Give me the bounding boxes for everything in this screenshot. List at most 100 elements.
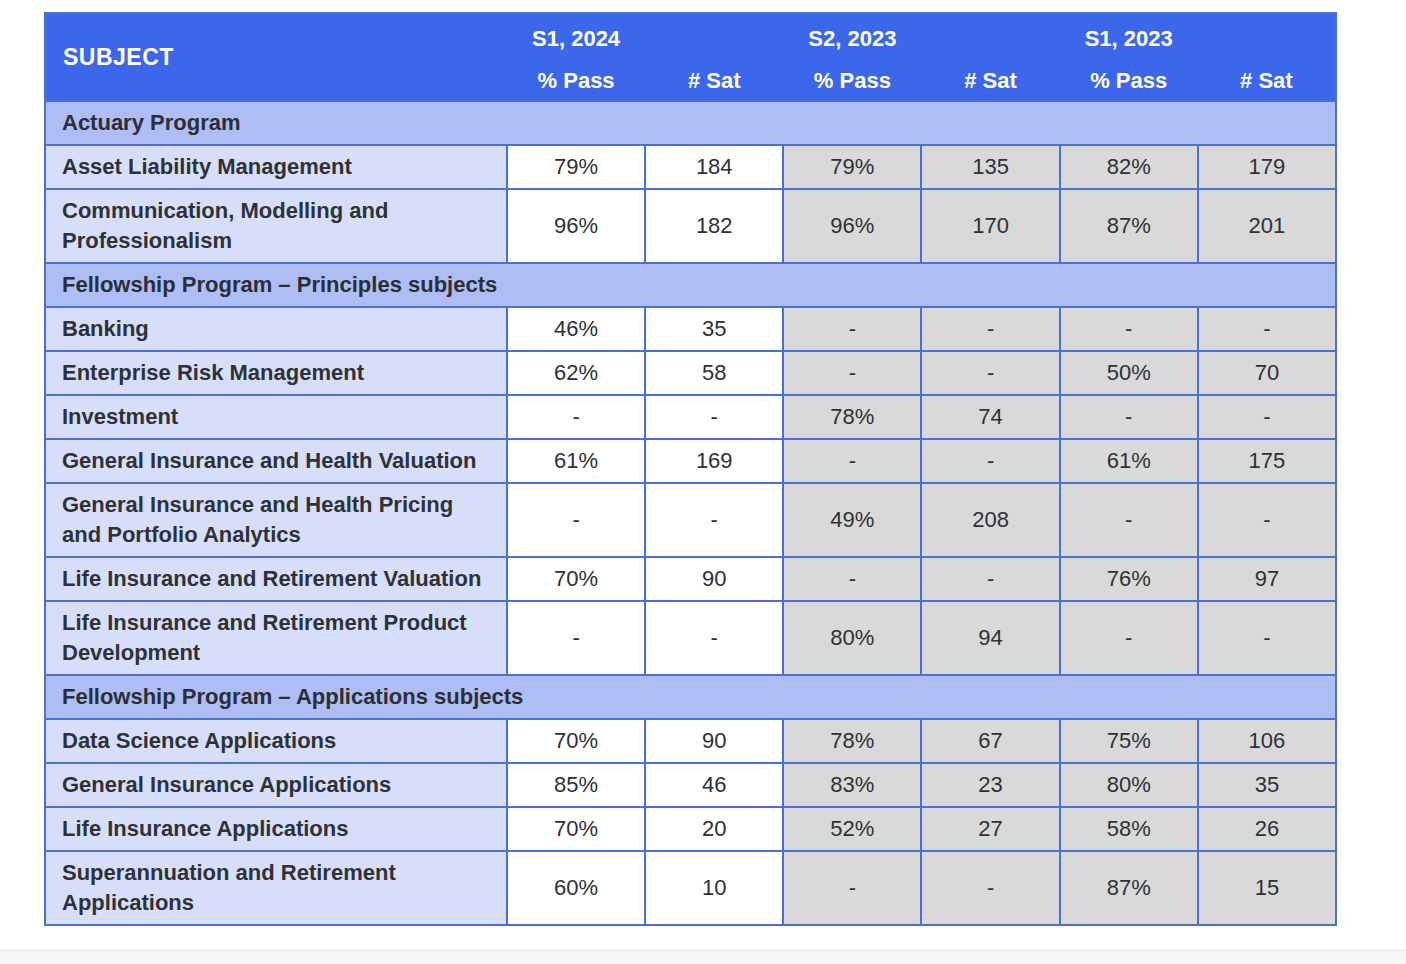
value-cell: 97 — [1198, 557, 1336, 601]
value-cell: 46 — [645, 763, 783, 807]
value-cell: 49% — [783, 483, 921, 557]
period-label-spacer — [1198, 24, 1335, 54]
subject-cell: Investment — [45, 395, 507, 439]
sub-label-pass: % Pass — [507, 66, 645, 96]
value-cell: - — [507, 483, 645, 557]
table-row: General Insurance and Health Valuation61… — [45, 439, 1336, 483]
value-cell: 52% — [783, 807, 921, 851]
column-header-s2-2023-pass: S2, 2023 % Pass — [783, 13, 921, 101]
value-cell: 50% — [1060, 351, 1198, 395]
period-label-s2-2023: S2, 2023 — [783, 24, 921, 54]
value-cell: 60% — [507, 851, 645, 925]
value-cell: - — [783, 351, 921, 395]
value-cell: 62% — [507, 351, 645, 395]
value-cell: 201 — [1198, 189, 1336, 263]
table-row: Data Science Applications70%9078%6775%10… — [45, 719, 1336, 763]
value-cell: 175 — [1198, 439, 1336, 483]
subject-cell: Communication, Modelling and Professiona… — [45, 189, 507, 263]
value-cell: 90 — [645, 719, 783, 763]
value-cell: 208 — [921, 483, 1059, 557]
value-cell: 184 — [645, 145, 783, 189]
table-row: Investment--78%74-- — [45, 395, 1336, 439]
value-cell: 80% — [783, 601, 921, 675]
value-cell: 78% — [783, 395, 921, 439]
column-header-s1-2024-sat: # Sat — [645, 13, 783, 101]
subject-cell: Life Insurance Applications — [45, 807, 507, 851]
value-cell: 82% — [1060, 145, 1198, 189]
value-cell: - — [783, 557, 921, 601]
table-row: Life Insurance and Retirement Product De… — [45, 601, 1336, 675]
value-cell: 85% — [507, 763, 645, 807]
value-cell: - — [1060, 307, 1198, 351]
value-cell: 182 — [645, 189, 783, 263]
value-cell: 26 — [1198, 807, 1336, 851]
value-cell: - — [645, 395, 783, 439]
value-cell: - — [1060, 395, 1198, 439]
section-title: Fellowship Program – Principles subjects — [45, 263, 1336, 307]
sub-label-pass: % Pass — [783, 66, 921, 96]
value-cell: 90 — [645, 557, 783, 601]
subject-cell: Asset Liability Management — [45, 145, 507, 189]
value-cell: 70 — [1198, 351, 1336, 395]
page: SUBJECT S1, 2024 % Pass # Sat S2, 2023 %… — [0, 0, 1406, 964]
value-cell: 78% — [783, 719, 921, 763]
value-cell: 10 — [645, 851, 783, 925]
table-row: Asset Liability Management79%18479%13582… — [45, 145, 1336, 189]
table-row: Enterprise Risk Management62%58--50%70 — [45, 351, 1336, 395]
section-row: Actuary Program — [45, 101, 1336, 145]
period-label-spacer — [921, 24, 1059, 54]
value-cell: 70% — [507, 557, 645, 601]
table-row: Banking46%35---- — [45, 307, 1336, 351]
value-cell: - — [1060, 601, 1198, 675]
subject-cell: Data Science Applications — [45, 719, 507, 763]
table-header: SUBJECT S1, 2024 % Pass # Sat S2, 2023 %… — [45, 13, 1336, 101]
value-cell: 67 — [921, 719, 1059, 763]
section-title: Fellowship Program – Applications subjec… — [45, 675, 1336, 719]
value-cell: 23 — [921, 763, 1059, 807]
value-cell: - — [783, 439, 921, 483]
table-row: Communication, Modelling and Professiona… — [45, 189, 1336, 263]
table-row: General Insurance and Health Pricing and… — [45, 483, 1336, 557]
subject-cell: Life Insurance and Retirement Product De… — [45, 601, 507, 675]
subject-cell: Life Insurance and Retirement Valuation — [45, 557, 507, 601]
subject-cell: General Insurance Applications — [45, 763, 507, 807]
value-cell: 35 — [1198, 763, 1336, 807]
table-row: Superannuation and Retirement Applicatio… — [45, 851, 1336, 925]
sub-label-pass: % Pass — [1060, 66, 1198, 96]
section-row: Fellowship Program – Principles subjects — [45, 263, 1336, 307]
value-cell: 46% — [507, 307, 645, 351]
value-cell: 61% — [507, 439, 645, 483]
subject-cell: Banking — [45, 307, 507, 351]
column-header-s1-2024-pass: S1, 2024 % Pass — [507, 13, 645, 101]
value-cell: 79% — [507, 145, 645, 189]
sub-label-sat: # Sat — [645, 66, 783, 96]
value-cell: - — [783, 307, 921, 351]
value-cell: 74 — [921, 395, 1059, 439]
table-body: Actuary ProgramAsset Liability Managemen… — [45, 101, 1336, 925]
value-cell: 58 — [645, 351, 783, 395]
value-cell: - — [1060, 483, 1198, 557]
sub-label-sat: # Sat — [921, 66, 1059, 96]
value-cell: - — [921, 439, 1059, 483]
value-cell: - — [1198, 483, 1336, 557]
period-label-spacer — [645, 24, 783, 54]
table-row: Life Insurance and Retirement Valuation7… — [45, 557, 1336, 601]
period-label-s1-2024: S1, 2024 — [507, 24, 645, 54]
value-cell: - — [783, 851, 921, 925]
value-cell: 96% — [507, 189, 645, 263]
value-cell: 94 — [921, 601, 1059, 675]
value-cell: 106 — [1198, 719, 1336, 763]
value-cell: 87% — [1060, 851, 1198, 925]
subject-cell: Enterprise Risk Management — [45, 351, 507, 395]
value-cell: 83% — [783, 763, 921, 807]
pass-rates-table: SUBJECT S1, 2024 % Pass # Sat S2, 2023 %… — [44, 12, 1337, 926]
page-bottom-strip — [0, 950, 1406, 964]
value-cell: 20 — [645, 807, 783, 851]
subject-cell: General Insurance and Health Pricing and… — [45, 483, 507, 557]
value-cell: - — [645, 601, 783, 675]
value-cell: - — [507, 601, 645, 675]
value-cell: 58% — [1060, 807, 1198, 851]
value-cell: - — [1198, 307, 1336, 351]
value-cell: 135 — [921, 145, 1059, 189]
period-label-s1-2023: S1, 2023 — [1060, 24, 1198, 54]
